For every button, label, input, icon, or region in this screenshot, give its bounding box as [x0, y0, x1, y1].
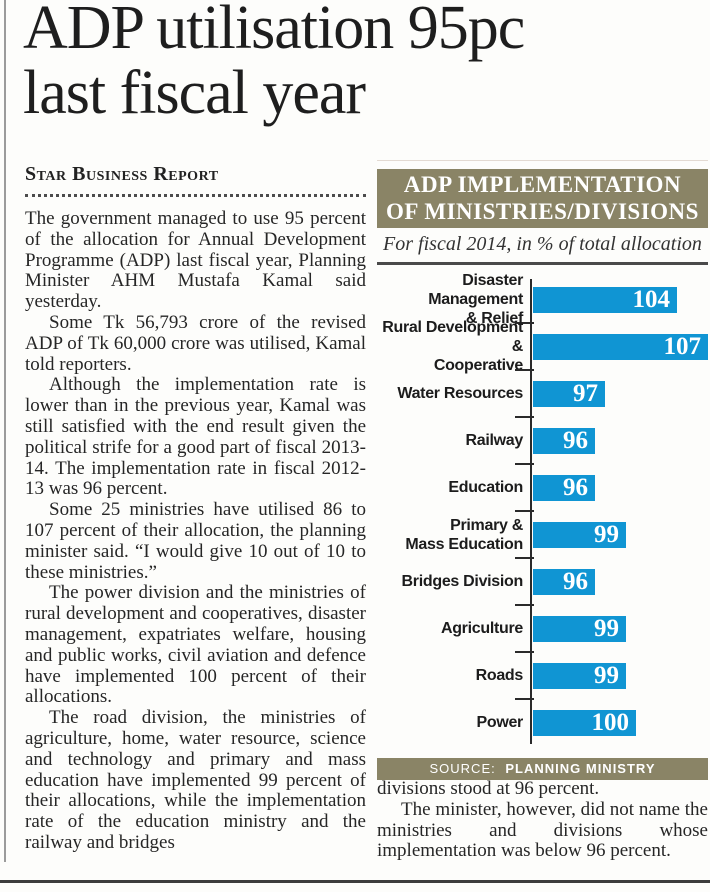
chart-top-rule — [377, 160, 708, 161]
chart-bar: 104 — [533, 285, 677, 313]
chart-bar: 96 — [533, 426, 595, 454]
chart-bar-value: 99 — [594, 520, 619, 548]
chart-bar-value: 96 — [563, 567, 588, 595]
headline: ADP utilisation 95pc last fiscal year — [23, 0, 698, 126]
chart-title-line2: OF MINISTRIES/DIVISIONS — [386, 199, 699, 224]
chart-category-label: Disaster Management & Relief — [428, 272, 523, 327]
article-paragraph: Although the implementation rate is lowe… — [25, 374, 366, 500]
chart-category-label: Primary & Mass Education — [405, 516, 523, 553]
chart-row: Disaster Management & Relief 104 — [377, 272, 708, 327]
chart-row: Primary & Mass Education 99 — [377, 511, 708, 559]
chart-category-label: Bridges Division — [401, 573, 524, 590]
chart-row: Rural Development & Cooperative 107 — [377, 319, 708, 374]
chart-bar: 97 — [533, 379, 605, 407]
chart-bar-value: 96 — [563, 473, 588, 501]
column-edge-rule — [4, 0, 6, 862]
chart-bar-value: 107 — [663, 332, 702, 360]
chart-bar: 99 — [533, 614, 626, 642]
chart-category-label: Railway — [465, 432, 524, 449]
chart-category-label: Water Resources — [397, 385, 523, 402]
chart-bar: 96 — [533, 473, 595, 501]
chart-category-label: Agriculture — [440, 620, 523, 637]
article-paragraph: The road division, the ministries of agr… — [25, 707, 366, 853]
chart-source-name: PLANNING MINISTRY — [505, 761, 656, 776]
article-paragraph: The minister, however, did not name the … — [377, 798, 708, 862]
chart-bar-value: 97 — [573, 379, 598, 407]
chart-title-line1: ADP IMPLEMENTATION — [403, 172, 682, 197]
chart-category-label: Roads — [475, 667, 524, 684]
chart-bar-value: 96 — [563, 426, 588, 454]
page-bottom-rule — [0, 880, 710, 883]
chart-row: Bridges Division 96 — [377, 558, 708, 606]
chart-category-label: Rural Development & Cooperative — [382, 319, 523, 374]
chart-divider-rule — [377, 262, 708, 265]
chart-row: Education 96 — [377, 464, 708, 512]
article-column-left: The government managed to use 95 percent… — [25, 208, 366, 854]
chart-bar-value: 99 — [594, 661, 619, 689]
chart-row: Power 100 — [377, 699, 708, 746]
article-paragraph: Some Tk 56,793 crore of the revised ADP … — [25, 311, 366, 375]
chart-panel: ADP IMPLEMENTATION OF MINISTRIES/DIVISIO… — [377, 160, 708, 780]
chart-row: Water Resources 97 — [377, 370, 708, 418]
chart-bar: 96 — [533, 567, 595, 595]
article-paragraph: The power division and the ministries of… — [25, 582, 366, 708]
article-paragraph: Some 25 ministries have utilised 86 to 1… — [25, 499, 366, 583]
chart-bar: 107 — [533, 332, 708, 360]
byline-separator — [25, 194, 366, 197]
chart-bar: 100 — [533, 708, 636, 736]
headline-line1: ADP utilisation 95pc — [23, 0, 525, 62]
chart-source-prefix: SOURCE: — [429, 761, 496, 776]
chart-source: SOURCE: PLANNING MINISTRY — [377, 758, 708, 780]
chart-title: ADP IMPLEMENTATION OF MINISTRIES/DIVISIO… — [377, 169, 708, 228]
chart-row: Roads 99 — [377, 652, 708, 700]
article-paragraph: divisions stood at 96 percent. — [377, 778, 600, 799]
headline-line2: last fiscal year — [23, 59, 366, 127]
chart-row: Railway 96 — [377, 417, 708, 465]
chart-bar-value: 99 — [594, 614, 619, 642]
byline: Star Business Report — [25, 163, 219, 185]
chart-row: Agriculture 99 — [377, 605, 708, 653]
chart-category-label: Power — [476, 714, 523, 731]
article-column-right: divisions stood at 96 percent. The minist… — [377, 778, 708, 862]
chart-bar-value: 100 — [591, 708, 630, 736]
chart-bar: 99 — [533, 520, 626, 548]
chart-subtitle: For fiscal 2014, in % of total allocatio… — [383, 233, 702, 255]
chart-bar: 99 — [533, 661, 626, 689]
chart-bar-value: 104 — [632, 285, 671, 313]
chart-rows: Disaster Management & Relief 104 Rural Dev… — [377, 265, 708, 754]
chart-category-label: Education — [448, 479, 523, 496]
article-paragraph: The government managed to use 95 percent… — [25, 208, 366, 313]
